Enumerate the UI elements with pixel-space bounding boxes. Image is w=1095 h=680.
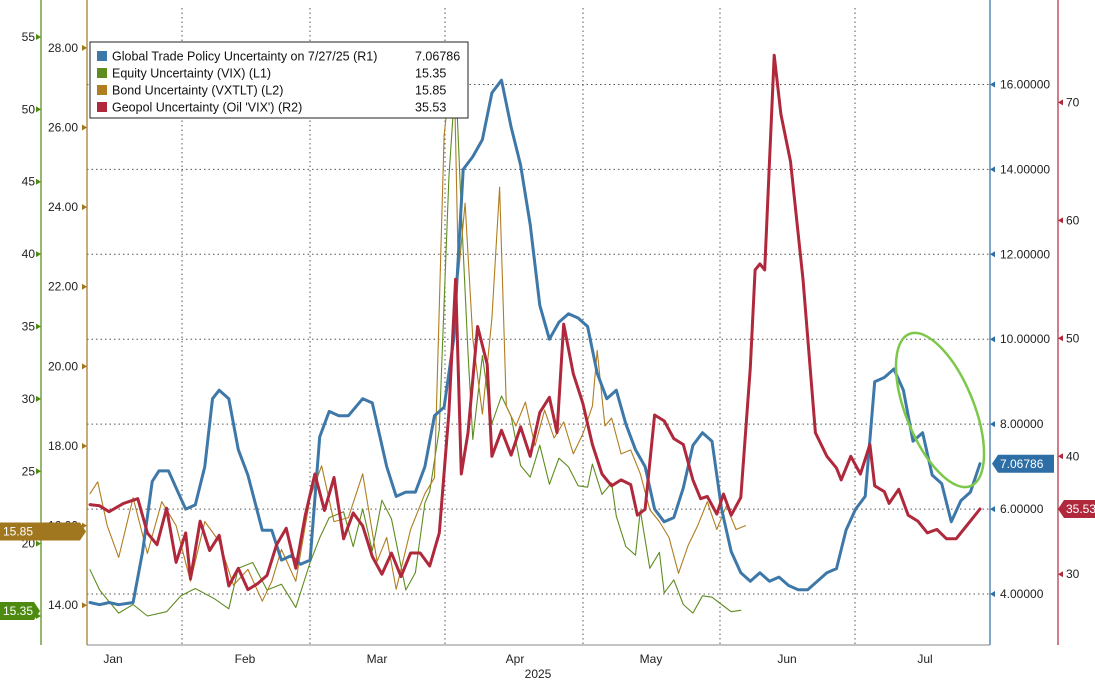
legend-label: Equity Uncertainty (VIX) (L1) (112, 67, 271, 81)
month-label: Apr (506, 652, 525, 666)
tick-label-l2: 24.00 (48, 200, 78, 214)
tick-marker-l2 (82, 124, 87, 131)
month-label: May (640, 652, 663, 666)
tick-marker-l1 (36, 468, 41, 475)
tick-label-l1: 50 (22, 102, 36, 116)
tick-marker-l1 (36, 323, 41, 330)
tick-label-r1: 10.00000 (1000, 332, 1050, 346)
tick-marker-l2 (82, 442, 87, 449)
month-label: Jan (103, 652, 122, 666)
tick-marker-l2 (82, 363, 87, 370)
legend-value: 15.35 (415, 67, 446, 81)
legend-box (89, 41, 469, 119)
tick-marker-l1 (36, 395, 41, 402)
legend-value: 15.85 (415, 84, 446, 98)
legend-label: Geopol Uncertainty (Oil 'VIX') (R2) (112, 101, 302, 115)
month-label: Mar (367, 652, 388, 666)
tick-label-r1: 14.00000 (1000, 162, 1050, 176)
tick-label-r1: 4.00000 (1000, 587, 1044, 601)
tick-label-l2: 22.00 (48, 280, 78, 294)
tick-marker-r2 (1058, 99, 1063, 106)
tick-label-l1: 40 (22, 247, 36, 261)
tick-marker-l2 (82, 602, 87, 609)
vxtlt-last-value-tag-shape (0, 522, 86, 541)
tick-marker-r2 (1058, 217, 1063, 224)
series-line (88, 53, 982, 592)
tick-label-l1: 35 (22, 320, 36, 334)
trade-last-value-tag-text: 7.06786 (1000, 457, 1044, 471)
tick-label-r2: 40 (1066, 449, 1080, 463)
tick-marker-r1 (990, 506, 995, 513)
tick-label-r1: 16.00000 (1000, 77, 1050, 91)
tick-label-l2: 18.00 (48, 439, 78, 453)
tick-marker-l2 (82, 44, 87, 51)
annotation (894, 331, 986, 489)
tick-marker-r1 (990, 336, 995, 343)
tick-marker-l2 (82, 522, 87, 529)
tick-label-l1: 55 (22, 30, 36, 44)
oil-last-value-tag-shape (1058, 499, 1095, 518)
tick-marker-l1 (36, 33, 41, 40)
last-value-tags: 15.35 15.85 7.06786 35.53 (0, 454, 1095, 620)
tick-marker-l1 (36, 106, 41, 113)
month-label: Jul (917, 652, 932, 666)
tick-label-l2: 14.00 (48, 598, 78, 612)
tick-marker-r1 (990, 421, 995, 428)
tick-label-r1: 12.00000 (1000, 247, 1050, 261)
series-line (88, 78, 982, 607)
tick-marker-r1 (990, 591, 995, 598)
tick-label-l1: 25 (22, 464, 36, 478)
tick-label-l1: 45 (22, 175, 36, 189)
legend-label: Global Trade Policy Uncertainty on 7/27/… (112, 50, 377, 64)
axes: 15202530354045505514.0016.0018.0020.0022… (22, 0, 1080, 680)
tick-marker-l1 (36, 251, 41, 258)
series-lines (88, 47, 982, 617)
tick-label-r1: 6.00000 (1000, 502, 1044, 516)
oil-last-value-tag-text: 35.53 (1066, 502, 1095, 516)
legend-swatch (97, 102, 107, 112)
legend-swatch (97, 68, 107, 78)
tick-label-r2: 70 (1066, 95, 1080, 109)
tick-marker-l2 (82, 283, 87, 290)
tick-marker-l1 (36, 540, 41, 547)
legend-swatch (97, 85, 107, 95)
tick-label-l1: 30 (22, 392, 36, 406)
tick-marker-r2 (1058, 453, 1063, 460)
legend-value: 7.06786 (415, 50, 460, 64)
month-label: Feb (235, 652, 256, 666)
tick-label-r1: 8.00000 (1000, 417, 1044, 431)
tick-marker-r1 (990, 251, 995, 258)
trade-last-value-tag-shape (992, 454, 1054, 473)
tick-marker-l1 (36, 178, 41, 185)
legend-value: 35.53 (415, 101, 446, 115)
tick-marker-r2 (1058, 335, 1063, 342)
legend-label: Bond Uncertainty (VXTLT) (L2) (112, 84, 283, 98)
legend: Global Trade Policy Uncertainty on 7/27/… (89, 41, 469, 119)
vxtlt-last-value-tag-text: 15.85 (3, 525, 33, 539)
tick-label-r2: 30 (1066, 567, 1080, 581)
tick-label-l2: 26.00 (48, 120, 78, 134)
year-label: 2025 (525, 667, 552, 680)
tick-marker-r2 (1058, 571, 1063, 578)
month-label: Jun (777, 652, 796, 666)
tick-label-l2: 28.00 (48, 41, 78, 55)
highlight-ellipse (894, 331, 986, 489)
vix-last-value-tag-shape (0, 601, 40, 620)
legend-swatch (97, 51, 107, 61)
tick-marker-r1 (990, 81, 995, 88)
tick-marker-l2 (82, 204, 87, 211)
tick-label-l2: 20.00 (48, 359, 78, 373)
tick-label-r2: 60 (1066, 213, 1080, 227)
vix-last-value-tag-text: 15.35 (3, 604, 33, 618)
tick-marker-r1 (990, 166, 995, 173)
tick-label-r2: 50 (1066, 331, 1080, 345)
